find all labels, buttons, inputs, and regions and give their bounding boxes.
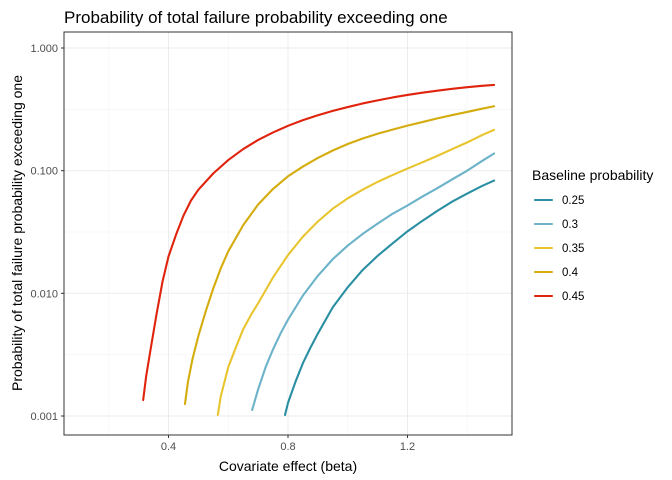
x-axis: 0.4 0.8 1.2 [161,435,415,453]
legend-label-0.45: 0.45 [562,291,584,303]
y-tick-label: 1.000 [30,43,58,55]
x-tick-label: 1.2 [400,441,415,453]
series-line-0.45 [142,83,496,402]
legend-label-0.3: 0.3 [562,219,578,231]
y-tick-label: 0.100 [30,166,58,178]
chart-title: Probability of total failure probability… [64,8,448,27]
y-axis: 0.001 0.010 0.100 1.000 [30,43,64,423]
y-axis-title: Probability of total failure probability… [9,75,25,391]
legend-label-0.35: 0.35 [562,243,584,255]
y-tick-label: 0.001 [30,411,58,423]
grid [64,32,512,435]
y-tick-label: 0.010 [30,288,58,300]
legend-label-0.25: 0.25 [562,195,584,207]
series-lines [142,83,496,416]
legend-title: Baseline probability [532,167,653,183]
series-line-0.25 [283,179,496,416]
series-line-0.35 [216,128,496,416]
series-line-0.4 [183,105,496,406]
x-tick-label: 0.4 [161,441,176,453]
series-line-0.3 [251,152,496,412]
legend: Baseline probability 0.25 0.3 0.35 0.4 0.45 [532,167,653,303]
legend-label-0.4: 0.4 [562,267,579,279]
x-axis-title: Covariate effect (beta) [219,458,357,474]
x-tick-label: 0.8 [280,441,295,453]
